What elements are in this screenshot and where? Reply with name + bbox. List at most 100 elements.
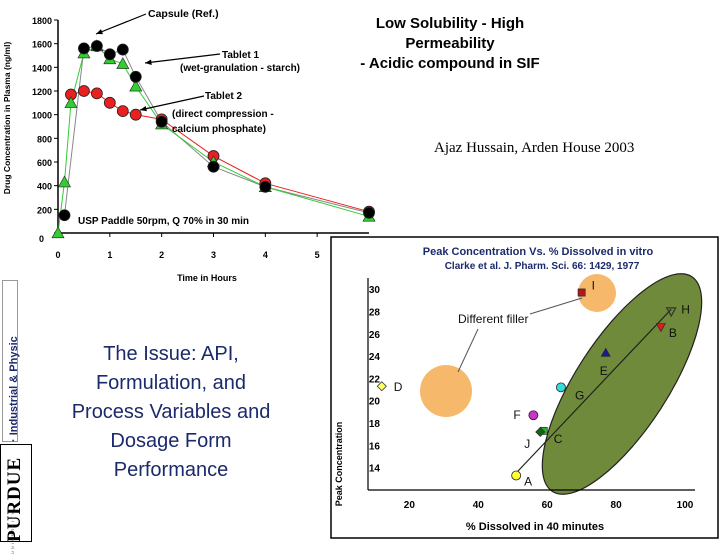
plasma-data-point xyxy=(116,43,129,56)
citation: Ajaz Hussain, Arden House 2003 xyxy=(434,140,635,156)
plasma-data-point xyxy=(155,115,168,128)
plasma-data-point xyxy=(103,96,116,109)
scatter-point-label: D xyxy=(394,380,403,394)
scatter-point-a xyxy=(511,470,522,481)
plasma-data-point xyxy=(129,108,142,121)
scatter-y-tick-label: 24 xyxy=(369,352,381,363)
scatter-point-d xyxy=(376,381,387,392)
scatter-point-j xyxy=(535,426,546,438)
capsule-arrow xyxy=(95,13,147,35)
plasma-y-tick-label: 600 xyxy=(37,158,52,168)
scatter-point-label: G xyxy=(575,388,584,402)
plasma-data-point xyxy=(90,40,103,52)
scatter-point-label: C xyxy=(554,432,563,446)
plasma-series-line xyxy=(57,45,370,234)
plasma-data-point xyxy=(129,79,143,92)
scatter-y-axis-label: Peak Concentration xyxy=(334,422,344,507)
plasma-x-tick-label: 0 xyxy=(55,250,60,260)
slide-title-line-3: - Acidic compound in SIF xyxy=(360,55,540,72)
filler-circle-d xyxy=(420,365,472,417)
scatter-y-tick-label: 26 xyxy=(369,330,381,341)
tablet2-sublabel-1: (direct compression - xyxy=(172,109,274,120)
plasma-concentration-chart: 0 200 400 600 800 1000 1200 1400 1600 1800 0 1 2 3 4 5 T… xyxy=(2,8,376,283)
scatter-point-label: A xyxy=(524,474,532,488)
tablet1-label: Tablet 1 xyxy=(222,50,259,61)
different-filler-label: Different filler xyxy=(458,312,528,326)
scatter-trend-line xyxy=(512,308,672,478)
scatter-x-tick-label: 40 xyxy=(473,500,485,511)
sidebar-strip xyxy=(2,280,18,442)
plasma-x-axis-label: Time in Hours xyxy=(177,273,237,283)
scatter-title: Peak Concentration Vs. % Dissolved in vi… xyxy=(423,246,654,258)
plasma-y-tick-label: 1200 xyxy=(32,87,52,97)
plasma-data-point xyxy=(116,105,129,118)
usp-paddle-note: USP Paddle 50rpm, Q 70% in 30 min xyxy=(78,216,249,227)
scatter-point-label: J xyxy=(524,437,530,451)
plasma-y-tick-label: 0 xyxy=(39,234,44,244)
scatter-point-label: H xyxy=(681,302,690,316)
scatter-point-label: E xyxy=(600,364,608,378)
issue-text: The Issue: API, Formulation, and Process… xyxy=(46,340,296,485)
scatter-x-axis-label: % Dissolved in 40 minutes xyxy=(466,521,604,533)
slide-title: Low Solubility - High Permeability - Aci… xyxy=(330,14,570,74)
plasma-y-tick-label: 400 xyxy=(37,182,52,192)
scatter-point-i xyxy=(577,288,586,297)
scatter-point-label: B xyxy=(669,326,677,340)
scatter-x-tick-label: 100 xyxy=(677,500,694,511)
filler-circle-i xyxy=(578,274,616,312)
tablet2-arrow-head xyxy=(140,105,147,112)
scatter-x-tick-label: 20 xyxy=(404,500,416,511)
slide-title-line-1: Low Solubility - High xyxy=(375,15,525,32)
plasma-x-tick-label: 2 xyxy=(159,250,164,260)
issue-line-4: Dosage Form xyxy=(110,430,232,452)
plasma-data-point xyxy=(51,226,65,239)
plasma-y-tick-label: 1600 xyxy=(32,40,52,50)
plasma-data-point xyxy=(78,42,90,55)
plasma-y-tick-label: 1400 xyxy=(32,63,52,73)
capsule-arrow-head xyxy=(96,29,103,35)
scatter-y-tick-label: 28 xyxy=(369,307,381,318)
slide-title-line-2: Permeability xyxy=(405,35,495,52)
plasma-x-tick-label: 4 xyxy=(263,250,268,260)
tablet2-arrow xyxy=(139,95,205,111)
filler-pointer-line-1 xyxy=(529,297,583,315)
scatter-y-tick-label: 22 xyxy=(369,374,381,385)
plasma-data-point xyxy=(103,48,116,61)
scatter-point-g xyxy=(556,382,566,393)
plasma-data-point xyxy=(78,85,90,97)
plasma-series-line xyxy=(70,90,370,213)
scatter-x-tick-label: 80 xyxy=(611,500,623,511)
plasma-x-tick-label: 5 xyxy=(315,250,320,260)
plasma-x-tick-label: 1 xyxy=(107,250,112,260)
sidebar-text: · Industrial & Physic xyxy=(8,336,20,442)
plasma-data-point xyxy=(259,180,272,193)
issue-line-3: Process Variables and xyxy=(71,401,271,423)
plasma-y-axis-label: Drug Concentration in Plasma (ng/ml) xyxy=(2,42,12,195)
scatter-y-tick-label: 14 xyxy=(369,464,381,475)
issue-line-5: Performance xyxy=(113,459,229,481)
tablet1-sublabel: (wet-granulation - starch) xyxy=(180,63,300,74)
filler-pointer-line-2 xyxy=(457,328,479,373)
scatter-point-h xyxy=(665,307,677,318)
plasma-data-point xyxy=(363,206,375,219)
plasma-data-point xyxy=(90,87,103,100)
tablet2-sublabel-2: calcium phosphate) xyxy=(172,124,266,135)
tablet1-arrow xyxy=(144,53,221,64)
issue-line-2: Formulation, and xyxy=(95,372,247,394)
capsule-label: Capsule (Ref.) xyxy=(148,8,219,20)
issue-line-1: The Issue: API, xyxy=(103,343,239,365)
peak-vs-dissolved-chart: Peak Concentration Vs. % Dissolved in vi… xyxy=(330,236,719,539)
plasma-data-point xyxy=(207,160,220,173)
plasma-x-tick-label: 3 xyxy=(211,250,216,260)
tablet1-arrow-head xyxy=(145,59,152,65)
plasma-y-tick-label: 1000 xyxy=(32,111,52,121)
plasma-data-point xyxy=(116,57,130,69)
scatter-point-label: I xyxy=(592,279,595,293)
plasma-data-point xyxy=(129,70,142,83)
scatter-point-b xyxy=(655,323,666,333)
scatter-point-e xyxy=(600,347,611,357)
plasma-data-point xyxy=(58,209,71,222)
scatter-x-tick-label: 60 xyxy=(542,500,554,511)
plasma-y-tick-label: 800 xyxy=(37,134,52,144)
plasma-data-point xyxy=(57,175,71,188)
